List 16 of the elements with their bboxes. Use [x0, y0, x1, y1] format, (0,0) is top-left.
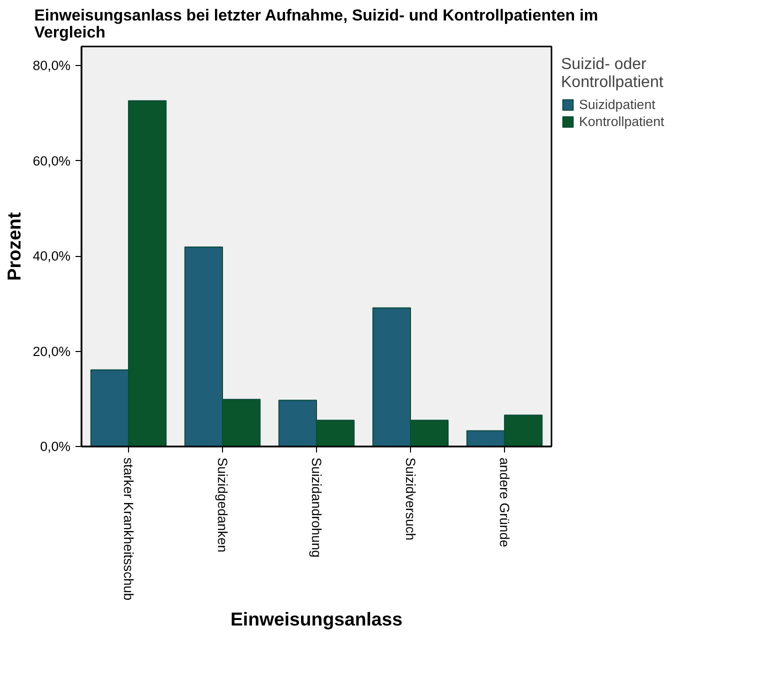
- legend-label: Suizidpatient: [579, 97, 656, 112]
- x-axis-title: Einweisungsanlass: [230, 608, 403, 630]
- x-tick-label: starker Krankheitsschub: [121, 458, 136, 600]
- legend-label: Kontrollpatient: [579, 114, 664, 129]
- x-tick-label: Suizidversuch: [403, 458, 418, 540]
- y-tick-label: 40,0%: [32, 248, 71, 264]
- legend-title: Suizid- oder Kontrollpatient: [561, 56, 664, 92]
- y-axis-title: Prozent: [4, 212, 25, 281]
- x-tick-label: andere Gründe: [497, 458, 512, 548]
- chart-title: Einweisungsanlass bei letzter Aufnahme, Suizid- und Kontrollpatienten im Vergleich: [34, 8, 598, 42]
- y-tick-label: 60,0%: [32, 153, 71, 168]
- x-tick-label: Suizidandrohung: [309, 458, 324, 558]
- y-tick-label: 0,0%: [40, 439, 71, 454]
- y-tick-label: 20,0%: [32, 344, 71, 359]
- y-tick-label: 80,0%: [32, 58, 71, 74]
- x-tick-label: Suizidgedanken: [215, 458, 230, 552]
